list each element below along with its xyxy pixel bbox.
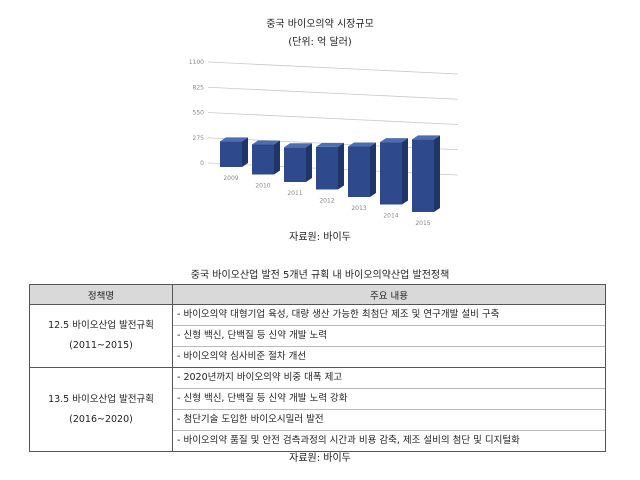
x-tick-label: 2014: [383, 213, 398, 220]
policy-period: (2011~2015): [69, 340, 133, 351]
bar-top: [348, 142, 376, 147]
chart-subtitle: (단위: 억 달러): [288, 37, 352, 48]
policy-name: 13.5 바이오산업 발전규획: [48, 393, 154, 405]
policy-table: 정책명 주요 내용 12.5 바이오산업 발전규획 (2011~2015) - …: [29, 284, 606, 452]
bar: [252, 144, 274, 175]
table-row: 13.5 바이오산업 발전규획 (2016~2020) - 2020년까지 바이…: [29, 367, 606, 452]
bar: [348, 146, 370, 197]
bar-top: [252, 140, 280, 145]
y-tick-label: 1100: [189, 59, 204, 66]
policy-cell: 12.5 바이오산업 발전규획 (2011~2015): [29, 304, 173, 368]
bar-side: [242, 137, 248, 167]
content-item: - 바이오의약 심사비준 절차 개선: [177, 351, 307, 362]
bar-top: [220, 137, 248, 142]
content-item: - 2020년까지 바이오의약 비중 대폭 제고: [173, 368, 605, 389]
gridline: [207, 61, 459, 75]
y-tick-label: 550: [193, 110, 205, 117]
bar-top: [412, 135, 440, 140]
policy-name: 12.5 바이오산업 발전규획: [48, 320, 154, 331]
table-source: 자료원: 바이두: [289, 453, 351, 464]
content-cell: - 2020년까지 바이오의약 비중 대폭 제고 - 신형 백신, 단백질 등 …: [172, 367, 606, 452]
x-tick-label: 2010: [255, 183, 270, 190]
chart-source: 자료원: 바이두: [289, 232, 351, 243]
policy-period: (2016~2020): [69, 413, 133, 425]
bar-top: [380, 138, 408, 143]
x-axis-labels: 2009 2010 2011 2012 2013 2014 2015: [223, 175, 430, 227]
bar: [316, 146, 338, 190]
content-item: - 신형 백신, 단백질 등 신약 개발 노력: [173, 326, 605, 347]
header-content: 주요 내용: [172, 284, 606, 305]
gridline: [207, 112, 459, 125]
bar-top: [284, 143, 312, 148]
chart-title: 중국 바이오의약 시장규모: [266, 19, 374, 30]
x-tick-label: 2015: [415, 220, 430, 227]
x-tick-label: 2011: [287, 190, 302, 197]
bar-side: [338, 142, 344, 190]
chart-bars: [220, 135, 440, 212]
y-tick-label: 0: [200, 160, 204, 167]
bar: [380, 142, 402, 205]
content-cell: - 바이오의약 대형기업 육성, 대량 생산 가능한 최첨단 제조 및 연구개발…: [172, 304, 606, 368]
policy-cell: 13.5 바이오산업 발전규획 (2016~2020): [29, 367, 173, 452]
content-item: - 첨단기술 도입한 바이오시밀러 발전: [173, 410, 605, 431]
bar: [284, 147, 306, 182]
bar-side: [402, 138, 408, 205]
content-item: - 바이오의약 품질 및 안전 검측과정의 시간과 비용 감축, 제조 설비의 …: [177, 435, 520, 446]
content-item: - 신형 백신, 단백질 등 신약 개발 노력 강화: [173, 389, 605, 410]
y-axis-ticks: 1100 825 550 275 0: [189, 59, 204, 167]
table-row: 12.5 바이오산업 발전규획 (2011~2015) - 바이오의약 대형기업…: [29, 304, 606, 368]
bar-top: [316, 142, 344, 147]
table-header-row: 정책명 주요 내용: [29, 284, 606, 305]
bar-side: [370, 142, 376, 197]
gridline: [207, 86, 459, 100]
bar-side: [306, 143, 312, 182]
header-policy: 정책명: [29, 284, 173, 305]
y-tick-label: 275: [193, 135, 205, 142]
table-title: 중국 바이오산업 발전 5개년 규획 내 바이오의약산업 발전정책: [190, 270, 450, 281]
bar: [412, 139, 434, 212]
bar-side: [274, 140, 280, 175]
y-tick-label: 825: [193, 84, 205, 91]
x-tick-label: 2012: [319, 198, 334, 205]
content-item: - 바이오의약 대형기업 육성, 대량 생산 가능한 최첨단 제조 및 연구개발…: [173, 305, 605, 326]
bar: [220, 141, 242, 167]
x-tick-label: 2009: [223, 175, 238, 182]
x-tick-label: 2013: [351, 205, 366, 212]
bar-side: [434, 135, 440, 212]
